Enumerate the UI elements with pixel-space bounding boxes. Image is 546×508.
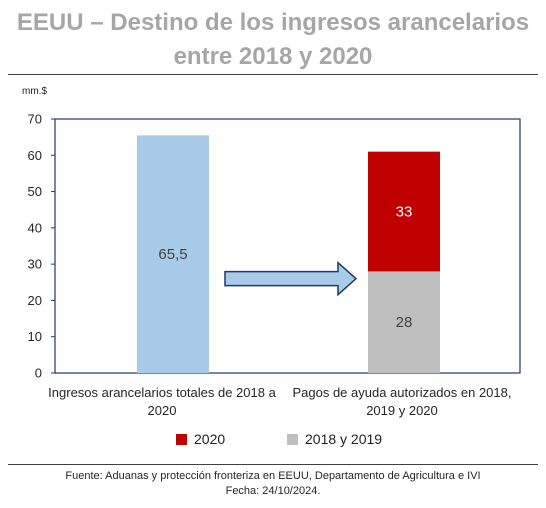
segment-value-label: 28 — [396, 314, 413, 331]
y-tick-label: 0 — [35, 366, 42, 381]
segment-value-label: 33 — [396, 204, 413, 221]
chart-svg: 0 10 20 30 40 50 60 70 65,5 28 33 — [28, 112, 521, 381]
y-tick-label: 70 — [28, 112, 42, 127]
y-tick-label: 20 — [28, 293, 42, 308]
chart-title: EEUU – Destino de los ingresos arancelar… — [0, 6, 546, 74]
category-label-1: Pagos de ayuda autorizados en 2018, 2019… — [282, 384, 522, 420]
bar-0 — [137, 135, 209, 373]
bar-value-label: 65,5 — [158, 246, 187, 263]
y-unit-label: mm.$ — [22, 86, 47, 97]
legend-item-2020: 2020 — [176, 431, 225, 447]
y-tick-label: 50 — [28, 184, 42, 199]
source-note: Fuente: Aduanas y protección fronteriza … — [0, 469, 546, 499]
category-label-0-line-1: Ingresos arancelarios totales de 2018 a — [48, 385, 276, 400]
y-tick-label: 10 — [28, 329, 42, 344]
bottom-divider — [8, 464, 538, 465]
legend-item-2018-2019: 2018 y 2019 — [287, 431, 382, 447]
legend-swatch-2018-2019 — [287, 433, 298, 445]
y-tick-label: 40 — [28, 220, 42, 235]
category-label-0-line-2: 2020 — [147, 403, 177, 418]
title-line-1: EEUU – Destino de los ingresos arancelar… — [16, 9, 530, 36]
stacked-bar-segment-1 — [368, 151, 440, 272]
legend-label-2020: 2020 — [194, 431, 226, 447]
legend-label-2018-2019: 2018 y 2019 — [305, 431, 383, 447]
category-label-0: Ingresos arancelarios totales de 2018 a … — [42, 384, 282, 420]
y-tick-label: 30 — [28, 257, 42, 272]
legend-swatch-2020 — [176, 433, 187, 445]
top-divider — [8, 74, 538, 75]
source-line-2: Fecha: 24/10/2024. — [225, 485, 321, 497]
stacked-bar-segment-0 — [368, 271, 440, 373]
y-tick-label: 60 — [28, 148, 42, 163]
title-line-2: entre 2018 y 2020 — [173, 43, 373, 70]
plot-area-border — [54, 118, 521, 374]
source-line-1: Fuente: Aduanas y protección fronteriza … — [65, 470, 481, 482]
right-arrow-icon — [224, 260, 358, 297]
category-label-1-line-1: Pagos de ayuda autorizados en 2018, — [292, 385, 512, 400]
category-label-1-line-2: 2019 y 2020 — [366, 403, 438, 418]
